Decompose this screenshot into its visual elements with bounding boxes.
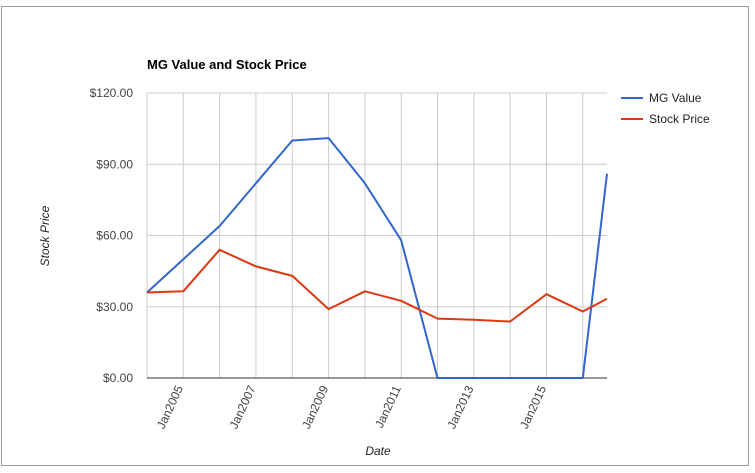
x-tick-label: Jan2009	[299, 383, 331, 431]
chart-title: MG Value and Stock Price	[147, 57, 307, 72]
series-line-stock-price[interactable]	[146, 248, 608, 323]
y-tick-label: $60.00	[96, 229, 133, 243]
x-axis-label: Date	[365, 444, 391, 458]
x-tick-label: Jan2007	[227, 383, 259, 431]
x-tick-label: Jan2005	[154, 383, 186, 431]
x-tick-label: Jan2015	[517, 383, 549, 431]
grid-lines	[146, 92, 607, 378]
legend-label: Stock Price	[649, 112, 710, 126]
legend[interactable]: MG Value Stock Price	[621, 91, 710, 126]
legend-item-stock-price[interactable]: Stock Price	[621, 112, 710, 126]
y-tick-label: $0.00	[103, 371, 133, 385]
y-axis-label: Stock Price	[38, 205, 52, 266]
series-line-mg-value[interactable]	[146, 137, 608, 379]
y-tick-label: $90.00	[96, 157, 133, 171]
series-layer	[146, 137, 608, 379]
x-tick-label: Jan2013	[444, 383, 476, 431]
legend-label: MG Value	[649, 91, 702, 105]
y-axis-ticks: $0.00 $30.00 $60.00 $90.00 $120.00	[90, 86, 134, 385]
legend-item-mg-value[interactable]: MG Value	[621, 91, 702, 105]
y-tick-label: $120.00	[90, 86, 134, 100]
x-tick-label: Jan2011	[372, 383, 404, 430]
y-tick-label: $30.00	[96, 300, 133, 314]
x-axis-ticks: Jan2005 Jan2007 Jan2009 Jan2011 Jan2013 Jan20…	[154, 383, 549, 431]
